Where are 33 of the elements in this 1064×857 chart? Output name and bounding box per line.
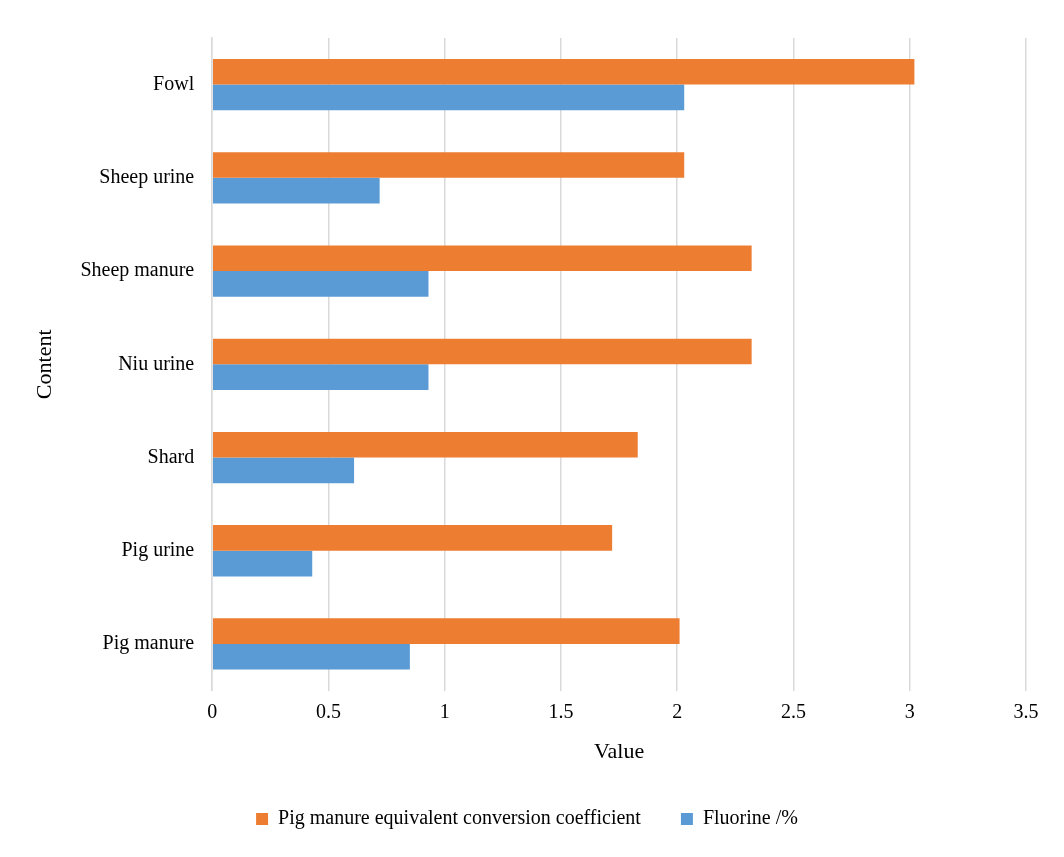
bar [213,245,752,272]
y-tick-label: Shard [147,444,195,467]
bar [213,525,613,551]
y-tick-label: Sheep manure [80,258,195,282]
bar [213,177,380,204]
x-tick-label: 1.5 [548,699,574,722]
legend-label: Fluorine /% [702,806,798,829]
bar [213,84,685,111]
bar [213,643,410,670]
x-tick-label: 2 [672,699,683,722]
bar [213,152,685,178]
y-axis-title: Content [30,329,56,400]
bar [213,431,638,458]
y-tick-label: Niu urine [118,351,195,374]
bar [213,338,752,365]
bar [213,58,915,85]
x-tick-label: 3.5 [1013,699,1039,722]
bar [213,457,355,484]
y-tick-label: Fowl [153,71,195,94]
x-tick-label: 3 [904,699,915,722]
bar [213,271,429,297]
x-axis-title: Value [594,737,645,763]
bar [213,364,429,390]
legend-label: Pig manure equivalent conversion coefficient [278,806,642,830]
x-tick-label: 0 [207,699,218,722]
x-tick-label: 0.5 [316,699,341,722]
y-tick-label: Sheep urine [99,165,195,189]
y-tick-label: Pig urine [121,538,195,562]
bar [213,618,680,644]
bar [213,550,313,577]
x-tick-label: 1 [439,699,450,722]
x-tick-label: 2.5 [781,699,806,722]
y-tick-label: Pig manure [102,631,195,655]
